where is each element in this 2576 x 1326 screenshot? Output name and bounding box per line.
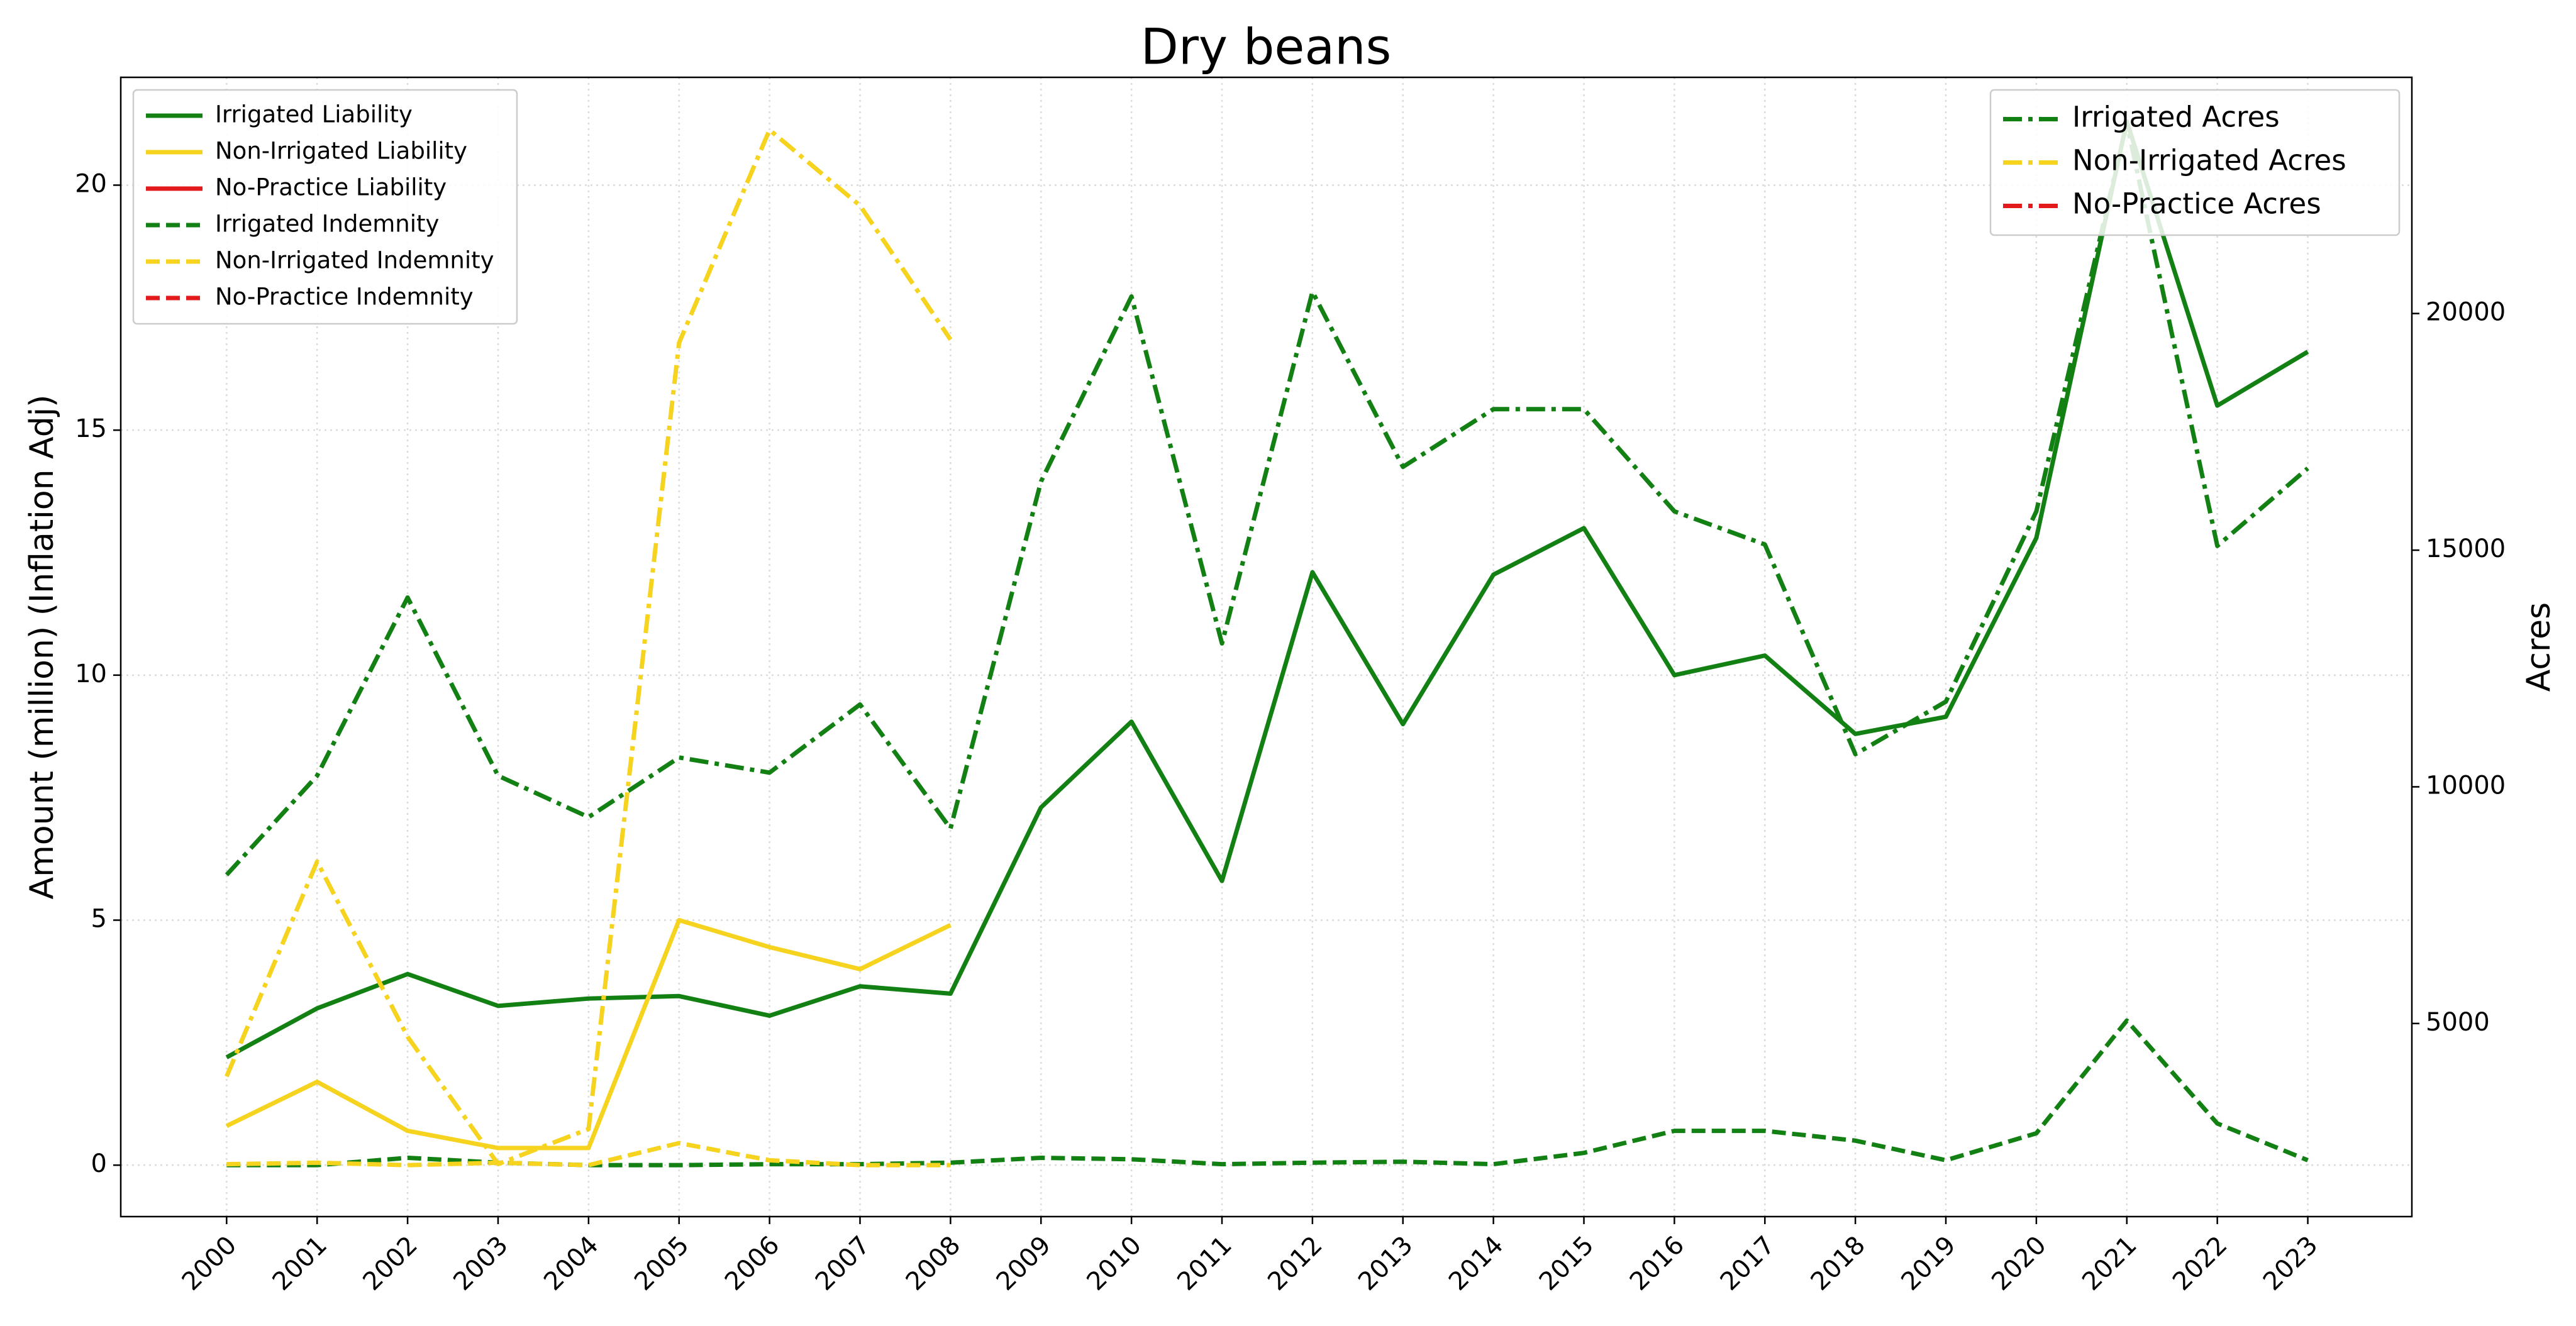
series-line [225,121,2309,876]
y2-tick-label: 5000 [2426,1008,2490,1037]
x-tick-label: 2007 [810,1230,876,1296]
x-tick-label: 2017 [1715,1230,1781,1296]
x-tick-label: 2023 [2258,1230,2324,1296]
series-line [226,1141,951,1168]
legend-label: No-Practice Acres [2072,187,2321,221]
x-tick-label: 2018 [1805,1230,1871,1296]
y2-tick-label: 15000 [2426,534,2506,563]
x-tick-label: 2016 [1624,1230,1690,1296]
x-tick-label: 2003 [448,1230,514,1296]
plot-frame [119,76,2413,1218]
x-tick-label: 2011 [1172,1230,1238,1296]
legend-label: Non-Irrigated Liability [215,138,467,165]
x-tick-label: 2013 [1353,1230,1419,1296]
legend-box [1989,89,2401,236]
x-tick-label: 2012 [1262,1230,1328,1296]
x-tick-label: 2000 [177,1230,243,1296]
x-tick-label: 2008 [901,1230,967,1296]
legend-label: No-Practice Liability [215,174,447,201]
series-line [226,1018,2309,1168]
x-tick-label: 2020 [1986,1230,2052,1296]
y-tick-label: 10 [75,660,107,688]
series-line [225,917,952,1151]
x-tick-label: 2019 [1896,1230,1962,1296]
x-tick-label: 2010 [1081,1230,1147,1296]
x-tick-label: 2015 [1534,1230,1600,1296]
legend-label: Non-Irrigated Indemnity [215,247,494,274]
series-line [225,119,2309,1059]
y-tick-label: 15 [75,414,107,443]
series-line [225,128,953,1166]
y-tick-label: 0 [91,1149,107,1178]
x-tick-label: 2006 [719,1230,786,1296]
y-tick-label: 20 [75,169,107,198]
x-tick-label: 2014 [1443,1230,1509,1296]
y-axis-label: Amount (million) (Inflation Adj) [23,395,61,900]
legend-label: No-Practice Indemnity [215,284,474,311]
legend-label: Irrigated Indemnity [215,211,439,238]
legend-label: Irrigated Liability [215,101,413,128]
legend-label: Irrigated Acres [2072,101,2280,134]
legend: Irrigated Liability Non-Irrigated Liabili… [132,89,518,325]
legend: Irrigated Acres Non-Irrigated Acres No-Pra… [1989,89,2401,236]
legend-label: Non-Irrigated Acres [2072,144,2346,177]
y2-axis-label: Acres [2520,602,2558,692]
x-tick-label: 2021 [2077,1230,2143,1296]
x-tick-label: 2009 [991,1230,1057,1296]
y2-tick-label: 10000 [2426,771,2506,800]
chart-title: Dry beans [1141,19,1391,75]
y-tick-label: 5 [91,904,107,933]
legend-box [132,89,518,325]
x-tick-label: 2002 [357,1230,423,1296]
y2-tick-label: 20000 [2426,298,2506,327]
x-tick-label: 2005 [629,1230,695,1296]
x-tick-label: 2001 [267,1230,333,1296]
x-tick-label: 2022 [2167,1230,2233,1296]
x-tick-label: 2004 [538,1230,604,1296]
